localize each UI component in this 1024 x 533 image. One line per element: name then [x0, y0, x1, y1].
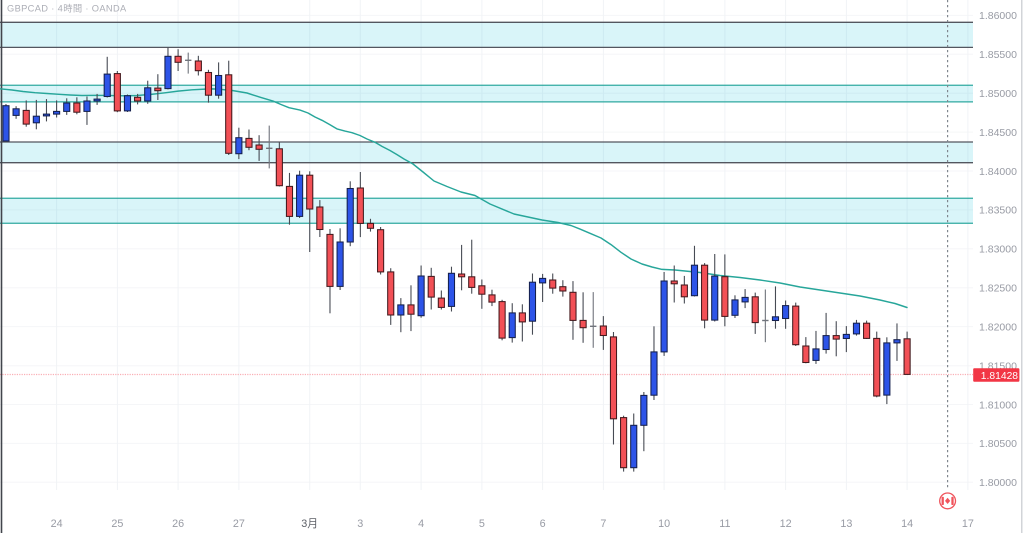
- svg-text:13: 13: [840, 518, 852, 530]
- svg-text:24: 24: [51, 518, 63, 530]
- svg-text:1.84500: 1.84500: [979, 127, 1017, 139]
- svg-text:3: 3: [357, 518, 363, 530]
- svg-text:5: 5: [479, 518, 485, 530]
- svg-text:14: 14: [901, 518, 913, 530]
- svg-text:17: 17: [962, 518, 974, 530]
- svg-text:12: 12: [780, 518, 792, 530]
- svg-text:4: 4: [418, 518, 424, 530]
- svg-text:1.85000: 1.85000: [979, 88, 1017, 100]
- svg-text:7: 7: [600, 518, 606, 530]
- svg-text:1.82500: 1.82500: [979, 283, 1017, 295]
- svg-text:1.81428: 1.81428: [981, 371, 1018, 382]
- svg-text:1.85500: 1.85500: [979, 49, 1017, 61]
- svg-text:1.81000: 1.81000: [979, 399, 1017, 411]
- svg-text:1.80000: 1.80000: [979, 477, 1017, 489]
- svg-text:GBPCAD · 4時間 · OANDA: GBPCAD · 4時間 · OANDA: [7, 4, 127, 14]
- svg-text:1.83000: 1.83000: [979, 244, 1017, 256]
- svg-text:1.86000: 1.86000: [979, 10, 1017, 22]
- svg-text:25: 25: [111, 518, 123, 530]
- svg-text:26: 26: [172, 518, 184, 530]
- svg-text:1.80500: 1.80500: [979, 438, 1017, 450]
- svg-text:1.84000: 1.84000: [979, 166, 1017, 178]
- svg-text:6: 6: [540, 518, 546, 530]
- svg-text:1.82000: 1.82000: [979, 321, 1017, 333]
- svg-text:10: 10: [658, 518, 670, 530]
- svg-text:11: 11: [719, 518, 730, 530]
- svg-text:27: 27: [233, 518, 245, 530]
- svg-text:1.83500: 1.83500: [979, 205, 1017, 217]
- svg-text:3月: 3月: [301, 518, 318, 530]
